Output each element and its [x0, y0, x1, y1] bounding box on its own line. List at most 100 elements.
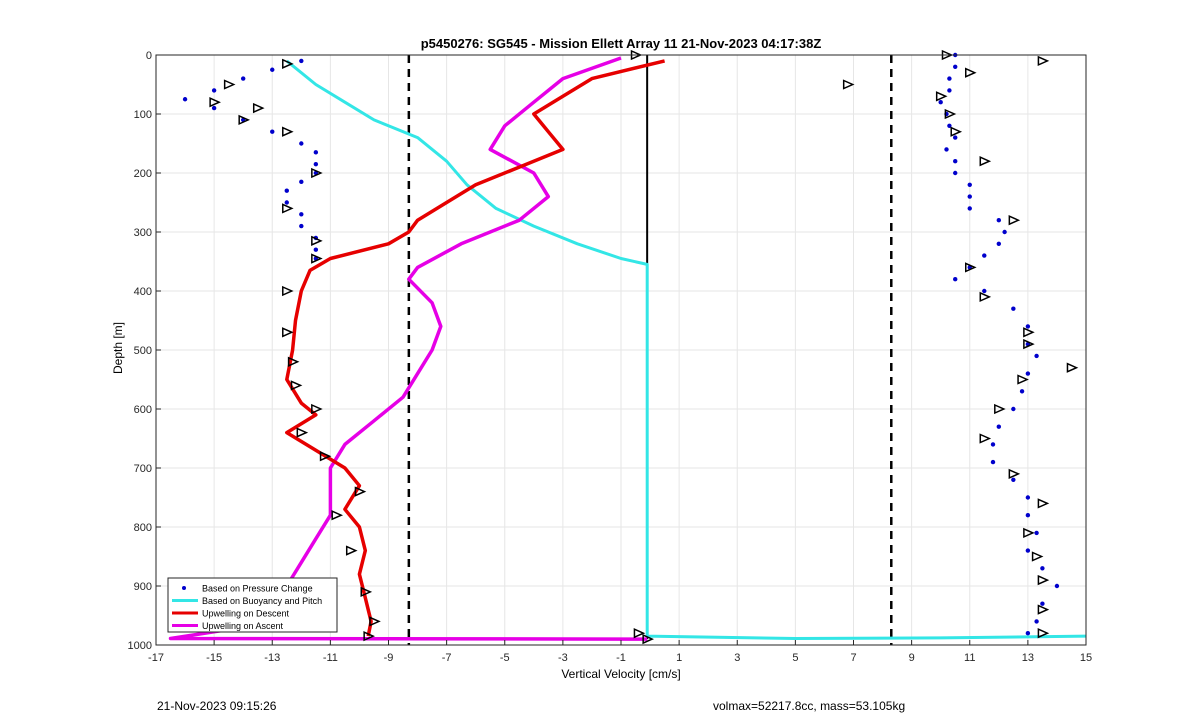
legend-label: Based on Buoyancy and Pitch [202, 596, 322, 606]
triangle-marker [633, 628, 646, 639]
legend-marker [182, 586, 186, 590]
series-layer [168, 49, 1087, 645]
triangle-marker [209, 97, 221, 108]
pressure-change-point [211, 88, 217, 93]
pressure-change-point [990, 459, 996, 465]
pressure-change-point [953, 159, 958, 164]
triangle-marker [979, 156, 992, 167]
x-tick-label: 11 [964, 652, 975, 664]
y-tick-label: 600 [134, 404, 152, 416]
pressure-change-point [953, 64, 958, 70]
triangle-marker [282, 58, 294, 70]
pressure-change-point [996, 241, 1002, 246]
chart-title: p5450276: SG545 - Mission Ellett Array 1… [421, 36, 822, 51]
pressure-change-point [1025, 513, 1031, 518]
footer-mass-info: volmax=52217.8cc, mass=53.105kg [713, 699, 906, 713]
triangle-marker [1066, 362, 1079, 373]
triangle-marker [282, 327, 294, 338]
pressure-change-point [299, 212, 304, 217]
pressure-change-point [1025, 371, 1031, 376]
triangle-marker [979, 291, 992, 303]
pressure-change-point [1011, 406, 1016, 412]
pressure-change-point [313, 247, 319, 252]
y-tick-label: 800 [134, 522, 152, 534]
triangle-marker [642, 633, 655, 645]
triangle-marker [1017, 374, 1029, 385]
pressure-change-point [967, 194, 972, 199]
pressure-change-point [944, 147, 949, 152]
pressure-change-point [996, 218, 1002, 223]
triangle-marker [287, 356, 300, 367]
triangle-marker [1037, 628, 1050, 639]
triangle-marker [282, 126, 294, 137]
x-tick-label: 1 [676, 652, 682, 664]
legend-box [167, 577, 338, 633]
pressure-change-point [982, 253, 987, 258]
triangle-marker [1008, 215, 1021, 226]
pressure-change-point [1002, 229, 1007, 235]
pressure-change-point [299, 58, 304, 64]
pressure-change-point [240, 76, 246, 81]
triangle-marker [994, 403, 1006, 415]
pressure-change-point [1054, 583, 1060, 589]
pressure-change-point [284, 200, 289, 205]
triangle-marker [1037, 574, 1050, 586]
triangle-marker [842, 79, 855, 90]
pressure-change-point [1025, 324, 1031, 329]
pressure-change-point [313, 150, 319, 155]
triangle-marker [252, 102, 265, 114]
series-upwelling-descent [285, 59, 666, 637]
triangle-marker [1023, 338, 1035, 350]
y-axis-label: Depth [m] [111, 322, 125, 374]
triangle-marker [354, 486, 367, 497]
pressure-change-point [1025, 631, 1031, 636]
triangle-marker [1037, 55, 1050, 67]
pressure-change-point [1040, 566, 1045, 571]
pressure-change-point [990, 442, 996, 447]
series-buoyancy-pitch [285, 59, 1087, 640]
x-tick-label: -13 [264, 652, 280, 664]
y-tick-label: 700 [134, 463, 152, 475]
pressure-change-point [996, 424, 1002, 429]
x-tick-label: -15 [206, 652, 222, 664]
pressure-change-point [1011, 306, 1016, 311]
pressure-change-point [947, 76, 952, 81]
triangle-marker [1037, 498, 1050, 509]
series-upwelling-ascent [168, 56, 648, 641]
legend-label: Based on Pressure Change [202, 584, 313, 594]
triangle-marker [282, 203, 294, 214]
x-tick-label: -11 [323, 652, 338, 664]
triangle-marker [238, 114, 251, 126]
y-tick-label: 300 [134, 227, 152, 239]
triangle-marker [319, 451, 332, 462]
triangle-marker [979, 433, 992, 444]
triangle-marker [363, 630, 376, 642]
x-tick-label: 5 [792, 652, 798, 664]
x-tick-label: 9 [909, 652, 915, 664]
y-tick-labels: 0 100 200 300 400 500 600 700 800 900 1000 [128, 50, 161, 652]
y-tick-label: 400 [134, 286, 152, 298]
triangle-marker [944, 108, 957, 120]
triangle-marker [950, 126, 963, 137]
pressure-change-point [299, 179, 304, 185]
pressure-change-point [182, 97, 188, 102]
pressure-change-point [284, 188, 289, 193]
pressure-change-point [967, 206, 972, 211]
pressure-change-point [270, 129, 275, 134]
triangle-marker [282, 285, 294, 297]
x-tick-label: 3 [734, 652, 740, 664]
triangle-marker [311, 167, 323, 179]
pressure-change-point [1034, 619, 1039, 624]
y-tick-label: 200 [134, 168, 152, 180]
pressure-change-point [947, 88, 952, 93]
x-axis-label: Vertical Velocity [cm/s] [561, 667, 680, 681]
pressure-change-point [1025, 548, 1031, 553]
x-tick-label: -17 [148, 652, 164, 664]
pressure-change-point [1011, 477, 1016, 482]
triangle-marker [360, 586, 373, 598]
pressure-change-point [211, 105, 217, 111]
x-tick-label: -1 [616, 652, 626, 664]
pressure-change-point [1025, 495, 1031, 500]
pressure-change-point [982, 288, 987, 294]
